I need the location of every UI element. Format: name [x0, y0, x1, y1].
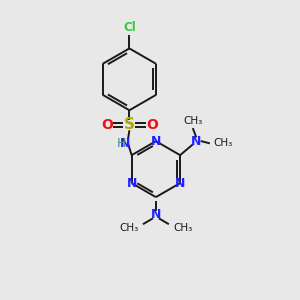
- Text: N: N: [151, 208, 161, 221]
- Text: CH₃: CH₃: [183, 116, 203, 126]
- Text: N: N: [120, 137, 130, 150]
- Text: O: O: [146, 118, 158, 132]
- Text: H: H: [117, 137, 126, 150]
- Text: N: N: [175, 177, 185, 190]
- Text: O: O: [101, 118, 113, 132]
- Text: S: S: [124, 118, 135, 133]
- Text: Cl: Cl: [123, 21, 136, 34]
- Text: N: N: [127, 177, 137, 190]
- Text: N: N: [151, 135, 161, 148]
- Text: N: N: [191, 134, 202, 148]
- Text: CH₃: CH₃: [174, 223, 193, 233]
- Text: CH₃: CH₃: [213, 138, 232, 148]
- Text: CH₃: CH₃: [119, 223, 138, 233]
